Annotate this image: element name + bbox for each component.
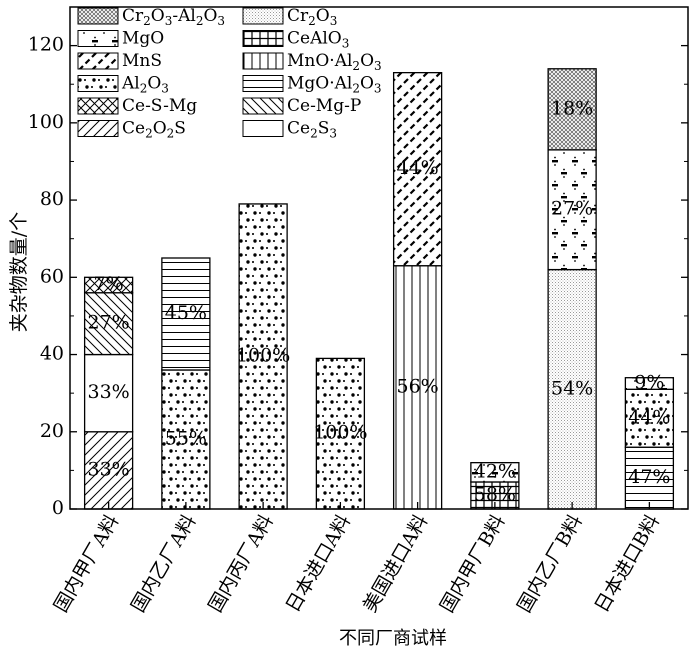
legend-label-cr2o3-al2o3: Cr2O3-Al2O3 — [122, 6, 225, 28]
legend-swatch-cealo3 — [242, 30, 284, 47]
legend-swatch-ce-mg-p — [242, 97, 284, 115]
y-tick-label: 0 — [52, 497, 64, 519]
bar-segment-cr2o3-al2o3 — [547, 68, 597, 151]
legend-label-mns: MnS — [122, 51, 162, 71]
data-label: 27% — [88, 312, 130, 334]
legend-swatch-mno-al2o3 — [242, 52, 284, 70]
x-tick-label: 日本进口B料 — [590, 511, 664, 616]
legend-swatch-al2o3 — [77, 75, 119, 92]
data-label: 7% — [94, 273, 124, 295]
legend-label-cr2o3: Cr2O3 — [287, 6, 337, 28]
x-tick-label: 国内乙厂A料 — [127, 511, 200, 616]
y-tick-label: 60 — [40, 265, 64, 287]
x-tick-label-group: 日本进口B料 — [590, 511, 664, 616]
bar-segment-mns — [392, 71, 443, 267]
data-label: 47% — [628, 466, 670, 488]
y-tick-label: 120 — [28, 34, 64, 56]
data-label: 54% — [551, 377, 593, 399]
bar-segment-al2o3 — [624, 388, 675, 448]
data-label: 55% — [165, 427, 207, 449]
data-label: 100% — [313, 422, 367, 444]
legend-swatch-cr2o3 — [242, 7, 284, 25]
plot-frame — [69, 6, 689, 510]
bar-segment-cr2o3 — [547, 268, 597, 510]
data-label: 33% — [88, 381, 130, 403]
legend-swatch-ce2o2s — [77, 120, 119, 137]
data-label: 58% — [474, 483, 516, 505]
bar-segment-mno-al2o3 — [392, 265, 443, 510]
data-label: 45% — [165, 302, 207, 324]
legend-label-cealo3: CeAlO3 — [287, 28, 349, 50]
bar-segment-ce2o2s — [83, 431, 134, 510]
data-label: 44% — [397, 157, 439, 179]
x-tick-label-group: 国内甲厂B料 — [436, 511, 510, 616]
x-axis-label: 不同厂商试样 — [339, 628, 447, 649]
data-label: 33% — [88, 458, 130, 480]
legend-swatch-ce2s3 — [242, 120, 284, 137]
legend-swatch-cr2o3-al2o3 — [77, 7, 119, 25]
y-tick-label: 20 — [40, 420, 64, 442]
legend-swatch-ce-s-mg — [77, 97, 119, 115]
data-label: 100% — [236, 344, 290, 366]
legend-swatch-mns — [77, 52, 119, 70]
y-axis-label: 夹杂物数量/个 — [8, 212, 30, 332]
x-tick-label-group: 美国进口A料 — [359, 511, 432, 616]
x-tick-label: 国内甲厂B料 — [436, 511, 510, 616]
legend-label-ce2o2s: Ce2O2S — [122, 118, 186, 140]
x-tick-label-group: 国内甲厂A料 — [50, 511, 123, 616]
bar-segment-mgo — [624, 377, 675, 390]
bar-segment-mgo — [470, 462, 520, 483]
legend-label-mgo-al2o3: MgO·Al2O3 — [287, 73, 382, 95]
legend-label-mno-al2o3: MnO·Al2O3 — [287, 51, 382, 73]
x-tick-label-group: 国内乙厂B料 — [513, 511, 587, 616]
x-tick-label: 国内丙厂A料 — [204, 511, 277, 616]
legend-label-ce2s3: Ce2S3 — [287, 118, 337, 140]
x-tick-label-group: 国内丙厂A料 — [204, 511, 277, 616]
legend-label-ce-s-mg: Ce-S-Mg — [122, 96, 197, 116]
bar-segment-ce2s3 — [83, 353, 134, 433]
bar-segment-mgo-al2o3 — [624, 446, 675, 510]
x-tick-label: 日本进口A料 — [282, 511, 355, 616]
y-tick-label: 40 — [40, 343, 64, 365]
x-tick-label-group: 日本进口A料 — [282, 511, 355, 616]
bar-segment-al2o3 — [315, 357, 366, 510]
data-label: 42% — [474, 460, 516, 482]
bar-segment-ce-s-mg — [83, 276, 134, 294]
legend-swatch-mgo — [77, 30, 119, 47]
data-label: 27% — [551, 198, 593, 220]
legend-label-ce-mg-p: Ce-Mg-P — [287, 96, 361, 116]
x-tick-label: 国内乙厂B料 — [513, 511, 587, 616]
data-label: 56% — [397, 375, 439, 397]
x-tick-label: 美国进口A料 — [359, 511, 432, 616]
x-tick-label: 国内甲厂A料 — [50, 511, 123, 616]
legend-swatch-mgo-al2o3 — [242, 75, 284, 92]
data-label: 44% — [628, 406, 670, 428]
bar-segment-mgo-al2o3 — [161, 257, 211, 371]
legend-label-mgo: MgO — [122, 28, 164, 48]
y-tick-label: 100 — [28, 111, 64, 133]
x-tick-label-group: 国内乙厂A料 — [127, 511, 200, 616]
y-tick-label: 80 — [40, 188, 64, 210]
data-label: 18% — [551, 97, 593, 119]
data-label: 9% — [634, 372, 664, 394]
legend-label-al2o3: Al2O3 — [121, 73, 169, 95]
